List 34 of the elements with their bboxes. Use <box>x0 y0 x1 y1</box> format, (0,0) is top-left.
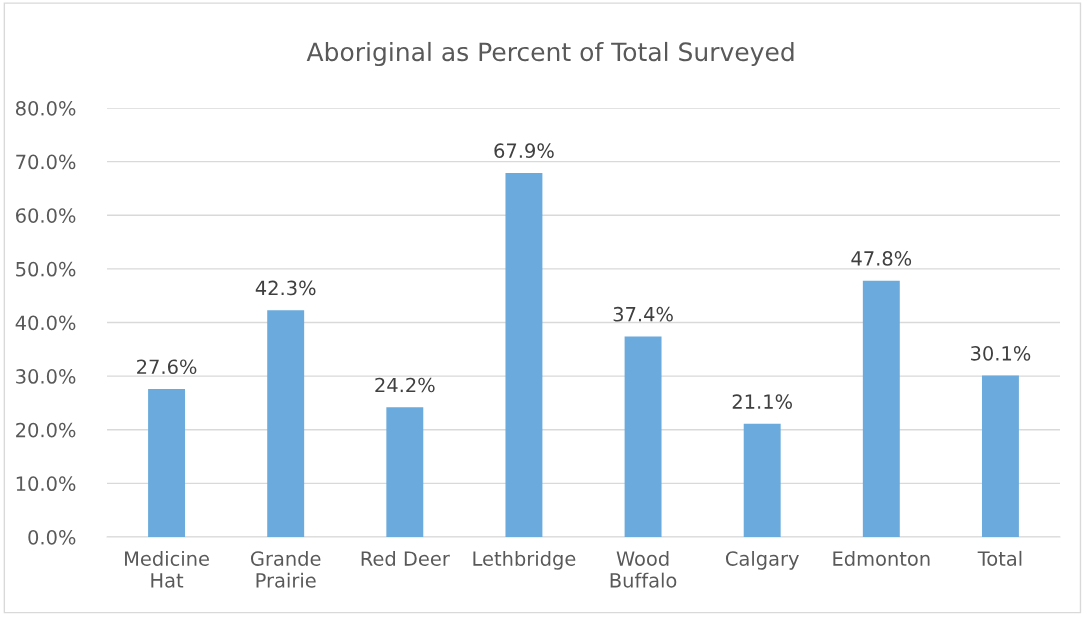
data-label: 30.1% <box>971 346 1031 361</box>
data-label: 21.1% <box>732 394 792 409</box>
chart-title: Aboriginal as Percent of Total Surveyed <box>306 41 794 67</box>
y-tick-label: 40.0% <box>15 315 76 331</box>
data-label: 42.3% <box>255 280 316 296</box>
bar <box>148 389 186 537</box>
x-tick-label: Wood Buffalo <box>610 550 677 588</box>
x-tick-label: Medicine Hat <box>125 550 209 588</box>
bar <box>386 407 424 537</box>
y-tick-label: 60.0% <box>16 208 76 223</box>
y-tick-label: 70.0% <box>16 154 76 170</box>
x-tick-label: Edmonton <box>833 550 930 566</box>
bar <box>981 375 1019 537</box>
x-tick-label: Total <box>977 550 1022 566</box>
y-tick-label: 10.0% <box>16 476 76 492</box>
x-tick-label: Grande Prairie <box>250 550 321 588</box>
bar <box>267 310 305 537</box>
bar <box>743 423 781 537</box>
data-label: 67.9% <box>494 143 554 159</box>
x-tick-label: Red Deer <box>361 550 450 566</box>
data-label: 47.8% <box>851 251 912 266</box>
y-tick-label: 50.0% <box>16 261 76 277</box>
data-label: 24.2% <box>375 377 435 393</box>
x-tick-label: Calgary <box>725 550 799 570</box>
y-tick-label: 0.0% <box>28 529 76 545</box>
data-label: 27.6% <box>137 359 197 375</box>
bar <box>505 172 543 537</box>
y-tick-label: 20.0% <box>16 422 76 438</box>
x-tick-label: Lethbridge <box>473 550 576 570</box>
y-tick-label: 30.0% <box>16 369 76 384</box>
bar <box>624 336 662 537</box>
y-tick-label: 80.0% <box>15 100 76 116</box>
bar <box>862 280 900 537</box>
data-label: 37.4% <box>613 306 673 322</box>
